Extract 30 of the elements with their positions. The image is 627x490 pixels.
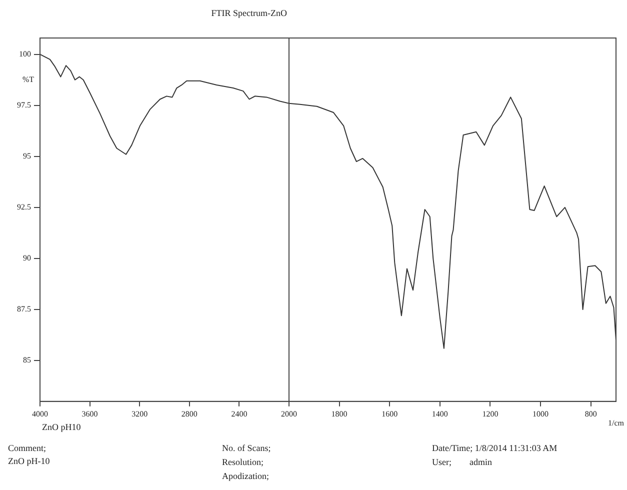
y-tick-label: 95 <box>23 152 31 161</box>
y-tick-label: 87.5 <box>17 304 31 314</box>
chart-title: FTIR Spectrum-ZnO <box>211 8 287 18</box>
x-tick-label: 2400 <box>231 409 248 418</box>
y-axis-title: %T <box>22 74 34 84</box>
text: Date/Time; 1/8/2014 11:31:03 AM <box>432 443 558 453</box>
y-tick-label: 97.5 <box>17 100 31 110</box>
text: Comment; <box>8 443 46 453</box>
text: Apodization; <box>222 471 269 481</box>
text: User; admin <box>432 457 492 467</box>
x-tick-label: 2800 <box>181 409 198 418</box>
x-tick-label: 1400 <box>432 409 448 418</box>
x-tick-label: 1000 <box>532 409 549 418</box>
text: No. of Scans; <box>222 443 271 453</box>
text: Resolution; <box>222 457 264 467</box>
y-tick-label: 85 <box>23 356 31 365</box>
x-axis-title: 1/cm <box>608 418 625 428</box>
x-tick-label: 1200 <box>482 409 498 418</box>
y-tick-label: 90 <box>23 254 31 263</box>
y-tick-label: 92.5 <box>17 202 31 212</box>
x-tick-label: 4000 <box>32 409 48 418</box>
text: ZnO pH-10 <box>8 456 50 466</box>
x-tick-label: 3200 <box>132 409 148 418</box>
x-tick-label: 2000 <box>281 409 297 418</box>
x-tick-label: 800 <box>584 409 597 418</box>
text: ZnO pH10 <box>42 422 81 432</box>
x-tick-label: 1600 <box>382 409 398 418</box>
y-tick-label: 100 <box>19 49 31 58</box>
x-tick-label: 1800 <box>331 409 348 418</box>
x-tick-label: 3600 <box>82 409 98 418</box>
